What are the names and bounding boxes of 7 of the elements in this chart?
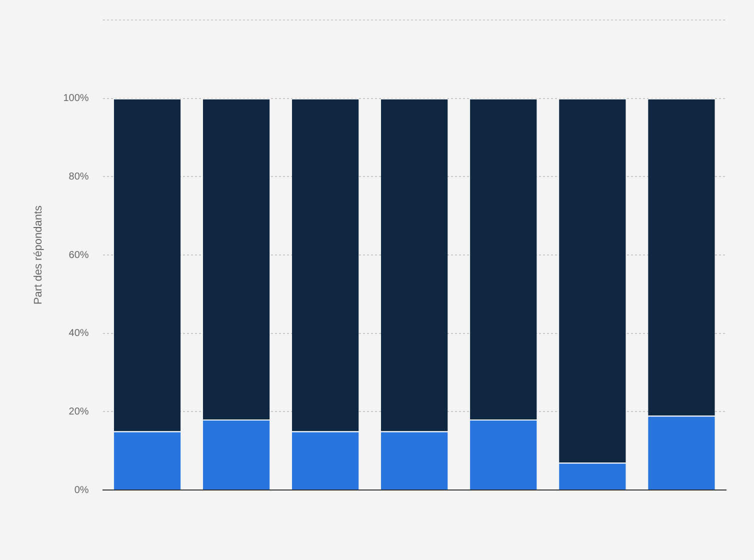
y-tick-label: 40% — [68, 328, 89, 340]
y-axis-title: Part des répondants — [32, 204, 45, 305]
y-tick-label: 60% — [68, 250, 89, 261]
y-tick-label: 80% — [68, 171, 89, 182]
y-tick-label: 20% — [68, 406, 89, 418]
y-tick-label: 100% — [63, 93, 89, 104]
y-tick-label: 0% — [74, 484, 89, 496]
